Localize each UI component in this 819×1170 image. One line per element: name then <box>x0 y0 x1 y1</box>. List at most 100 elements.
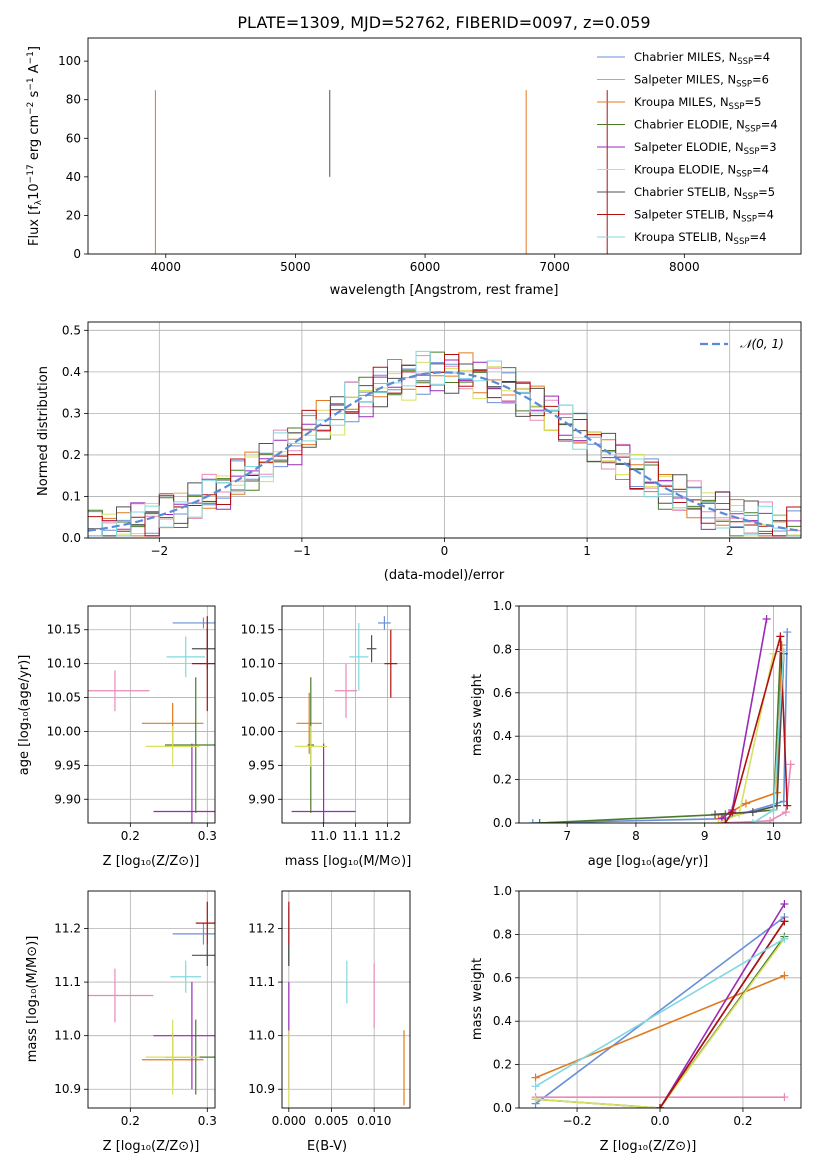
histogram-panel: −2 −1 0 1 2 0.0 0.1 0.2 0.3 0.4 0.5 𝒩(0, 1) <box>62 321 802 558</box>
y-tick-label: 11.2 <box>248 922 275 936</box>
weight-lines <box>531 900 789 1108</box>
x-tick-label: 0.3 <box>198 829 217 843</box>
errorbar-marks <box>88 901 215 1095</box>
y-tick-label: 11.2 <box>54 922 81 936</box>
y-tick-label: 10.15 <box>47 623 81 637</box>
mwz-ylabel: mass weight <box>470 958 485 1040</box>
y-tick-label: 0.2 <box>493 1058 512 1072</box>
weight-point <box>531 1095 540 1104</box>
axes-frame <box>87 37 802 255</box>
weight-lines <box>528 615 795 823</box>
massz-xlabel: Z [log₁₀(Z/Z⊙)] <box>103 1139 200 1154</box>
weight-point <box>777 641 786 650</box>
weight-point <box>780 934 789 943</box>
weight-point <box>766 816 775 823</box>
y-tick-label: 9.90 <box>248 792 275 806</box>
y-tick-label: 10.9 <box>54 1082 81 1096</box>
y-tick-label: 1.0 <box>493 884 512 898</box>
x-tick-label: 0.2 <box>121 1114 140 1128</box>
x-tick-label: 2 <box>726 544 734 558</box>
agem-xlabel: mass [log₁₀(M/M⊙)] <box>285 854 412 869</box>
legend-label: Chabrier MILES, NSSP=4 <box>634 50 770 67</box>
y-tick-label: 10.00 <box>47 724 81 738</box>
agez-xlabel: Z [log₁₀(Z/Z⊙)] <box>103 854 200 869</box>
x-tick-label: 6000 <box>410 260 441 274</box>
legend-label: Kroupa STELIB, NSSP=4 <box>634 230 766 247</box>
x-tick-label: 0.010 <box>357 1114 391 1128</box>
y-tick-label: 0.2 <box>493 773 512 787</box>
y-tick-label: 40 <box>66 170 81 184</box>
weight-point <box>741 799 750 808</box>
y-tick-label: 0.8 <box>493 927 512 941</box>
x-tick-label: 0.0 <box>650 1114 669 1128</box>
histogram-xlabel: (data-model)/error <box>384 568 505 583</box>
spectrum-panel: 4000 5000 6000 7000 8000 0 20 40 60 80 100 <box>58 37 802 274</box>
mwage-ylabel: mass weight <box>470 674 485 756</box>
mass-z-panel: 0.2 0.3 10.9 11.0 11.1 11.2 <box>54 890 217 1128</box>
spectrum-legend: Chabrier MILES, NSSP=4 Salpeter MILES, NS… <box>597 50 778 247</box>
x-tick-label: 9 <box>701 829 709 843</box>
y-tick-label: 0.1 <box>62 489 81 503</box>
y-tick-label: 0.0 <box>62 531 81 545</box>
y-tick-label: 0.4 <box>62 365 81 379</box>
x-tick-label: −0.2 <box>562 1114 591 1128</box>
y-tick-label: 9.95 <box>54 758 81 772</box>
weight-point <box>779 647 788 656</box>
weight-point <box>776 632 785 641</box>
massweight-age-panel: 7 8 9 10 0.0 0.2 0.4 0.6 0.8 1.0 <box>493 599 802 843</box>
y-tick-label: 0.4 <box>493 729 512 743</box>
y-tick-label: 60 <box>66 131 81 145</box>
normal-legend-label: 𝒩(0, 1) <box>740 337 784 351</box>
weight-point <box>762 615 771 624</box>
x-tick-label: 11.0 <box>310 829 337 843</box>
y-tick-label: 11.0 <box>54 1029 81 1043</box>
y-tick-label: 1.0 <box>493 599 512 613</box>
age-z-panel: 0.2 0.3 9.90 9.95 10.00 10.05 10.10 10.15 <box>47 605 217 843</box>
spectrum-xlabel: wavelength [Angstrom, rest frame] <box>330 283 559 298</box>
y-tick-label: 10.10 <box>241 657 275 671</box>
weight-point <box>780 900 789 909</box>
axes-frame <box>281 890 411 1109</box>
weight-point <box>721 819 730 823</box>
y-tick-label: 10.9 <box>248 1082 275 1096</box>
errorbar-marks <box>288 901 405 1106</box>
axes-frame <box>87 605 216 824</box>
errorbar-marks <box>291 616 398 823</box>
axes-frame <box>518 890 802 1109</box>
weight-point <box>714 819 723 823</box>
y-tick-label: 0.3 <box>62 406 81 420</box>
weight-point <box>711 810 720 819</box>
histogram-ylabel: Normed distribution <box>36 366 51 496</box>
y-tick-label: 11.1 <box>248 975 275 989</box>
x-tick-label: −1 <box>293 544 311 558</box>
weight-series <box>724 636 788 823</box>
x-tick-label: 0.2 <box>121 829 140 843</box>
y-tick-label: 0.0 <box>493 1101 512 1115</box>
weight-series <box>539 651 782 823</box>
weight-series <box>721 764 792 823</box>
axes-frame <box>518 605 802 824</box>
weight-point <box>769 805 778 814</box>
weight-series <box>718 653 775 823</box>
histogram-steps <box>88 350 801 537</box>
agez-ylabel: age [log₁₀(age/yr)] <box>17 655 32 776</box>
legend-label: Salpeter MILES, NSSP=6 <box>634 73 769 90</box>
massz-ylabel: mass [log₁₀(M/M⊙)] <box>25 936 40 1063</box>
y-tick-label: 11.1 <box>54 975 81 989</box>
weight-point <box>656 1104 664 1108</box>
mwz-xlabel: Z [log₁₀(Z/Z⊙)] <box>600 1139 697 1154</box>
weight-series <box>659 903 786 1108</box>
y-tick-label: 10.00 <box>241 724 275 738</box>
weight-series <box>535 938 786 1108</box>
weight-point <box>735 810 744 819</box>
legend-label: Chabrier ELODIE, NSSP=4 <box>634 118 778 135</box>
x-tick-label: 0.005 <box>314 1114 348 1128</box>
axes-frame <box>87 890 216 1109</box>
legend-label: Salpeter ELODIE, NSSP=3 <box>634 140 777 157</box>
weight-point <box>786 760 795 769</box>
y-tick-label: 0.6 <box>493 686 512 700</box>
weight-point <box>783 628 792 637</box>
y-tick-label: 0.5 <box>62 323 81 337</box>
axes-frame <box>87 321 802 539</box>
x-tick-label: 0.3 <box>198 1114 217 1128</box>
